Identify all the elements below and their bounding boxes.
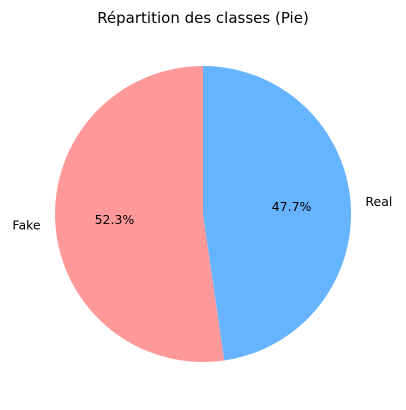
chart-title: Répartition des classes (Pie) [97,9,309,27]
slice-percent-real: 47.7% [272,199,312,214]
pie-slice-fake [55,66,224,362]
slice-label-fake: Fake [12,217,40,232]
slice-percent-fake: 52.3% [95,212,135,227]
slice-label-real: Real [365,194,392,209]
